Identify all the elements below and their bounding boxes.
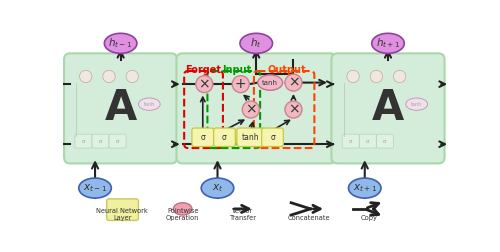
FancyBboxPatch shape [176, 53, 336, 164]
Text: A: A [104, 87, 137, 129]
Ellipse shape [138, 98, 160, 110]
Text: Copy: Copy [360, 215, 377, 221]
Ellipse shape [348, 178, 381, 198]
Circle shape [103, 70, 115, 83]
Ellipse shape [174, 203, 192, 215]
Text: A: A [372, 87, 404, 129]
Text: σ: σ [383, 139, 386, 144]
FancyBboxPatch shape [109, 134, 126, 148]
Text: σ: σ [82, 139, 85, 144]
Ellipse shape [240, 33, 272, 53]
Text: tanh: tanh [144, 102, 155, 107]
FancyBboxPatch shape [64, 53, 177, 164]
Ellipse shape [258, 75, 282, 90]
Circle shape [242, 101, 260, 118]
Circle shape [347, 70, 360, 83]
FancyBboxPatch shape [92, 134, 109, 148]
Circle shape [196, 76, 213, 93]
Ellipse shape [201, 178, 234, 198]
Text: +: + [235, 77, 246, 91]
FancyBboxPatch shape [342, 134, 359, 148]
Text: $x_{t+1}$: $x_{t+1}$ [352, 182, 377, 194]
Text: tanh: tanh [242, 133, 260, 142]
Text: σ: σ [98, 139, 102, 144]
Circle shape [285, 74, 302, 91]
FancyBboxPatch shape [376, 134, 394, 148]
Text: $h_t$: $h_t$ [250, 37, 262, 50]
Text: Pointwise
Operation: Pointwise Operation [166, 208, 200, 221]
Text: ×: × [288, 76, 300, 90]
Text: σ: σ [222, 133, 227, 142]
Circle shape [394, 70, 406, 83]
Text: σ: σ [270, 133, 275, 142]
Text: Neural Network
Layer: Neural Network Layer [96, 208, 148, 221]
Text: Input: Input [222, 65, 252, 75]
Text: $x_{t-1}$: $x_{t-1}$ [83, 182, 107, 194]
FancyBboxPatch shape [332, 53, 444, 164]
Text: ×: × [198, 77, 210, 91]
FancyBboxPatch shape [360, 134, 376, 148]
Text: Output: Output [268, 65, 306, 75]
FancyBboxPatch shape [262, 128, 283, 146]
FancyBboxPatch shape [192, 128, 214, 146]
Circle shape [285, 101, 302, 118]
Circle shape [126, 70, 138, 83]
Text: $h_{t-1}$: $h_{t-1}$ [108, 37, 133, 50]
Text: ×: × [288, 103, 300, 116]
FancyBboxPatch shape [237, 128, 265, 146]
Ellipse shape [104, 33, 137, 53]
Ellipse shape [79, 178, 112, 198]
Text: Forget: Forget [186, 65, 222, 75]
FancyBboxPatch shape [106, 199, 138, 220]
Text: tanh: tanh [411, 102, 422, 107]
Text: $x_t$: $x_t$ [212, 182, 223, 194]
Text: σ: σ [349, 139, 352, 144]
Text: Vector
Transfer: Vector Transfer [230, 208, 256, 221]
Circle shape [80, 70, 92, 83]
Text: σ: σ [200, 133, 205, 142]
Text: Concatenate: Concatenate [288, 215, 331, 221]
Text: σ: σ [116, 139, 119, 144]
Ellipse shape [406, 98, 427, 110]
Text: $h_{t+1}$: $h_{t+1}$ [376, 37, 400, 50]
Ellipse shape [372, 33, 404, 53]
FancyBboxPatch shape [214, 128, 236, 146]
Text: σ: σ [366, 139, 370, 144]
Circle shape [370, 70, 382, 83]
Text: tanh: tanh [262, 80, 278, 86]
Circle shape [232, 76, 250, 93]
Text: ×: × [245, 103, 256, 116]
FancyBboxPatch shape [75, 134, 92, 148]
